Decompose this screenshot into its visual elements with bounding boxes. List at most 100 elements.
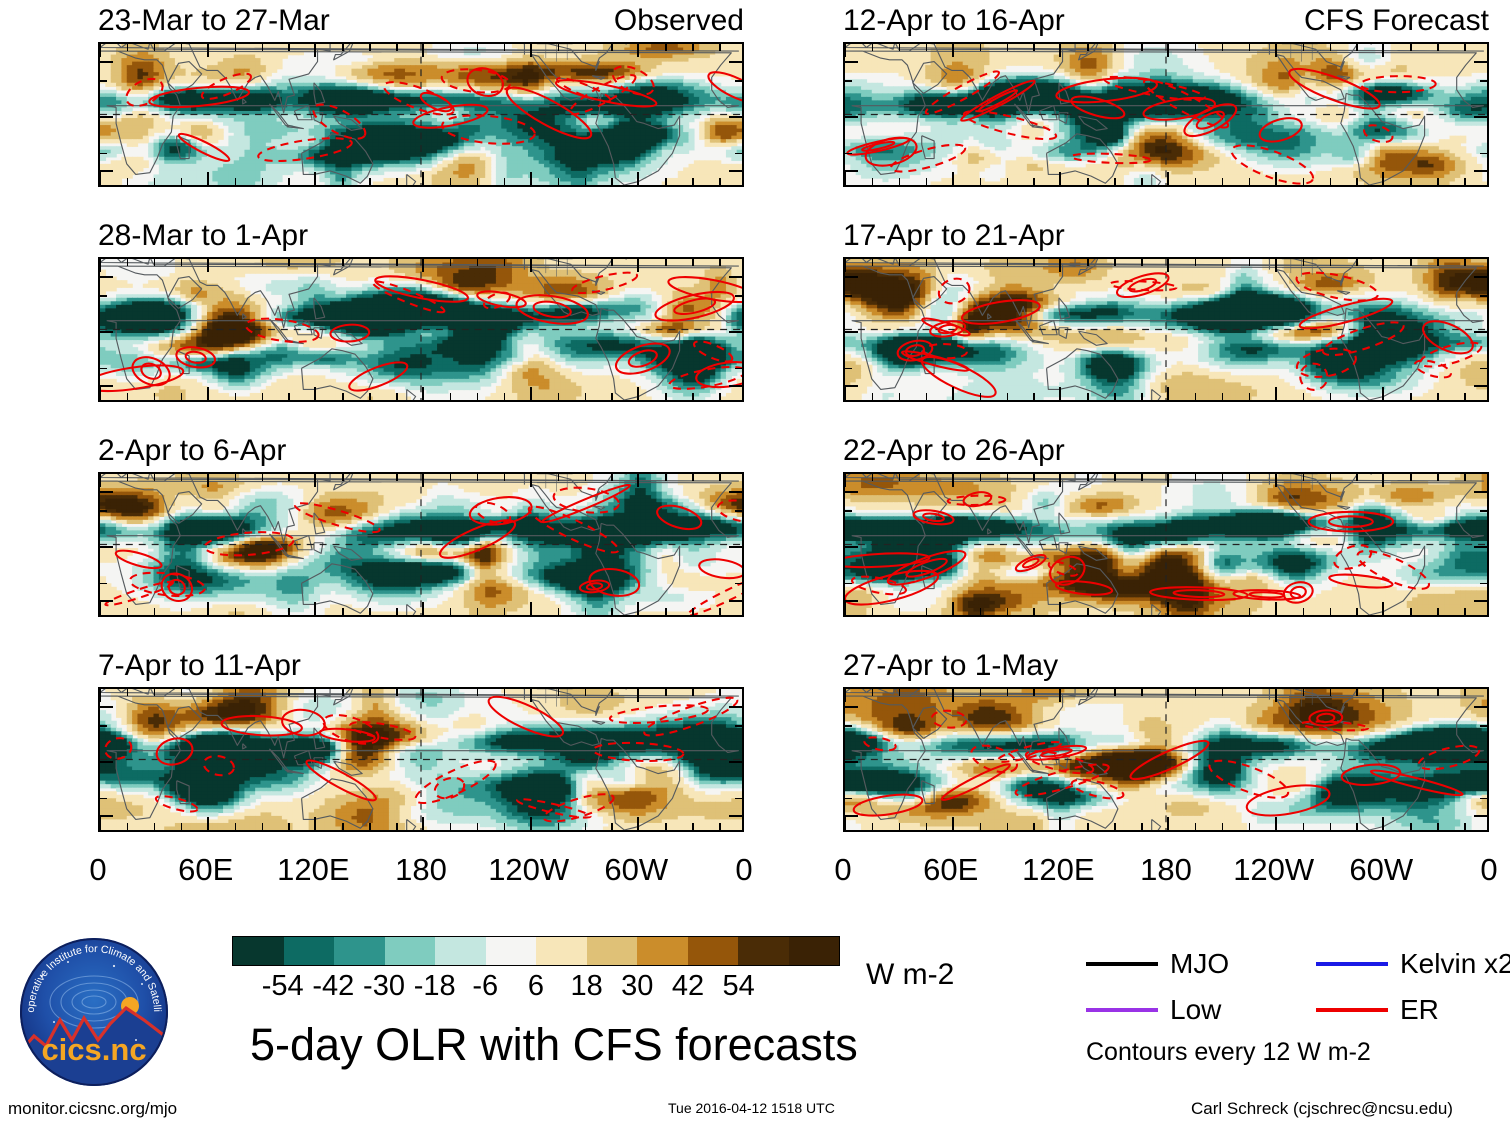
y-tick-major bbox=[729, 384, 742, 387]
y-tick-major bbox=[100, 814, 113, 817]
x-tick-minor bbox=[180, 178, 183, 185]
map-inner bbox=[100, 689, 742, 830]
x-tick-minor bbox=[369, 608, 371, 615]
x-tick-minor bbox=[611, 689, 613, 696]
x-tick-minor bbox=[584, 393, 587, 400]
x-tick-minor bbox=[476, 689, 479, 696]
y-tick-major bbox=[729, 545, 742, 548]
x-tick-minor bbox=[1006, 689, 1009, 696]
x-tick-minor bbox=[1141, 689, 1143, 696]
x-tick-major bbox=[1274, 387, 1277, 400]
x-axis-label: 120E bbox=[1022, 854, 1094, 885]
x-tick-major bbox=[314, 689, 317, 702]
x-axis-label: 60W bbox=[1349, 854, 1413, 885]
x-tick-minor bbox=[342, 689, 344, 696]
x-tick-minor bbox=[1410, 44, 1412, 51]
footer-link[interactable]: monitor.cicsnc.org/mjo bbox=[8, 1100, 177, 1117]
x-tick-minor bbox=[1087, 393, 1089, 400]
x-tick-major bbox=[1274, 44, 1277, 57]
x-tick-minor bbox=[1464, 608, 1466, 615]
reference-lines bbox=[845, 44, 1487, 185]
panel-fcs-2: 17-Apr to 21-Apr bbox=[843, 221, 1489, 402]
x-tick-minor bbox=[449, 178, 452, 185]
colorbar-tick-label: 6 bbox=[528, 972, 544, 1001]
x-tick-major bbox=[637, 172, 640, 185]
y-tick-minor bbox=[845, 510, 852, 512]
x-tick-minor bbox=[1114, 689, 1116, 696]
x-axis-label: 120W bbox=[1233, 854, 1314, 885]
x-tick-major bbox=[637, 817, 640, 830]
x-tick-minor bbox=[1087, 178, 1089, 185]
legend-item-er: ER bbox=[1316, 996, 1439, 1024]
legend-label: Kelvin x2 bbox=[1400, 950, 1510, 978]
x-tick-major bbox=[100, 259, 101, 272]
y-tick-major bbox=[100, 760, 113, 763]
x-tick-minor bbox=[1437, 608, 1439, 615]
x-tick-minor bbox=[871, 474, 874, 481]
x-tick-minor bbox=[1221, 689, 1224, 696]
y-tick-major bbox=[845, 169, 858, 172]
panel-title: 27-Apr to 1-May bbox=[843, 651, 1058, 681]
x-tick-minor bbox=[503, 393, 506, 400]
x-tick-minor bbox=[1356, 823, 1358, 830]
x-tick-minor bbox=[288, 608, 290, 615]
x-tick-major bbox=[1059, 474, 1062, 487]
x-tick-minor bbox=[1087, 823, 1089, 830]
x-tick-minor bbox=[126, 393, 129, 400]
x-tick-major bbox=[1059, 44, 1062, 57]
x-tick-major bbox=[206, 387, 209, 400]
panel-title: 28-Mar to 1-Apr bbox=[98, 221, 308, 251]
x-tick-minor bbox=[1302, 44, 1305, 51]
x-tick-major bbox=[422, 44, 424, 57]
x-tick-major bbox=[845, 689, 846, 702]
x-tick-minor bbox=[692, 44, 694, 51]
x-tick-minor bbox=[925, 259, 928, 266]
x-tick-minor bbox=[557, 689, 560, 696]
x-tick-minor bbox=[925, 393, 928, 400]
legend-item-mjo: MJO bbox=[1086, 950, 1229, 978]
x-tick-major bbox=[1059, 602, 1062, 615]
x-tick-minor bbox=[1194, 44, 1197, 51]
colorbar-tick-label: 42 bbox=[672, 972, 704, 1001]
panel-title: 22-Apr to 26-Apr bbox=[843, 436, 1065, 466]
x-tick-minor bbox=[449, 259, 452, 266]
x-tick-minor bbox=[342, 608, 344, 615]
x-tick-minor bbox=[1194, 178, 1197, 185]
x-tick-minor bbox=[342, 474, 344, 481]
x-tick-minor bbox=[1329, 474, 1332, 481]
x-tick-minor bbox=[1033, 259, 1035, 266]
x-tick-minor bbox=[503, 474, 506, 481]
x-tick-minor bbox=[153, 474, 156, 481]
x-tick-minor bbox=[584, 689, 587, 696]
x-tick-major bbox=[1059, 689, 1062, 702]
panel-title: 12-Apr to 16-Apr bbox=[843, 6, 1065, 36]
x-tick-minor bbox=[665, 393, 667, 400]
x-tick-minor bbox=[180, 823, 183, 830]
panel-obs-1: 23-Mar to 27-Mar Observed 30N030S bbox=[98, 6, 744, 187]
map-panel: 30N030S bbox=[98, 257, 744, 402]
x-tick-minor bbox=[180, 474, 183, 481]
x-tick-minor bbox=[1006, 178, 1009, 185]
x-tick-minor bbox=[1437, 44, 1439, 51]
x-tick-minor bbox=[1248, 689, 1251, 696]
y-tick-minor bbox=[845, 367, 852, 370]
x-tick-major bbox=[206, 689, 209, 702]
x-tick-minor bbox=[557, 44, 560, 51]
x-tick-minor bbox=[1437, 178, 1439, 185]
y-tick-major bbox=[1474, 760, 1487, 763]
y-tick-minor bbox=[100, 80, 107, 82]
x-tick-major bbox=[1382, 474, 1385, 487]
colorbar: -54 -42 -30 -18 -6 6 18 30 42 54 bbox=[232, 936, 840, 1022]
x-tick-minor bbox=[369, 259, 371, 266]
x-tick-minor bbox=[584, 823, 587, 830]
x-tick-minor bbox=[925, 474, 928, 481]
y-tick-major bbox=[100, 384, 113, 387]
contour-interval-note: Contours every 12 W m-2 bbox=[1086, 1040, 1371, 1065]
x-tick-minor bbox=[1464, 474, 1466, 481]
er-contours bbox=[846, 67, 1437, 185]
map-panel: 30N030S bbox=[98, 42, 744, 187]
x-tick-minor bbox=[979, 178, 982, 185]
x-tick-major bbox=[1382, 172, 1385, 185]
x-tick-minor bbox=[180, 608, 183, 615]
y-tick-major bbox=[1474, 545, 1487, 548]
